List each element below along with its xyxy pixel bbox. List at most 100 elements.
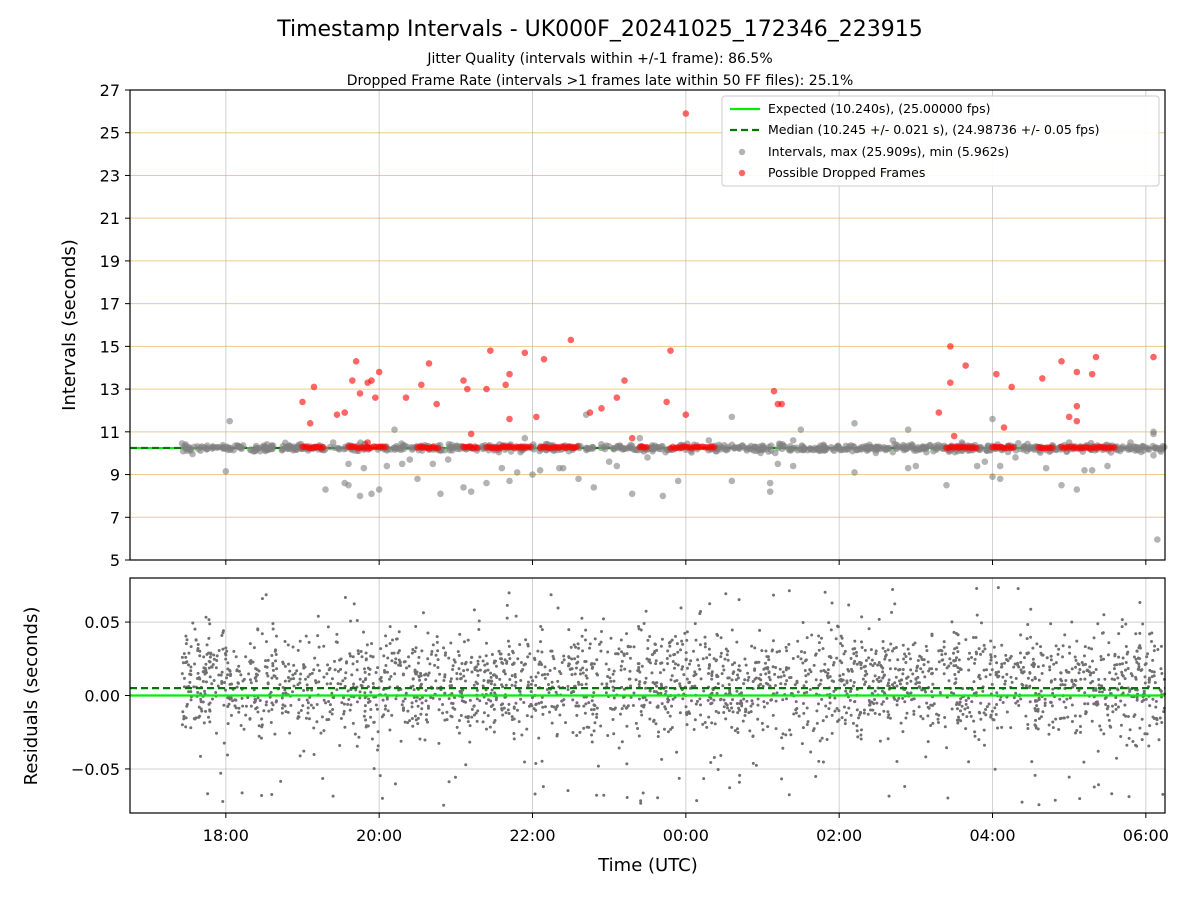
residual-point: [355, 668, 359, 672]
residual-point: [222, 741, 226, 745]
residual-point: [393, 782, 397, 786]
residual-point: [260, 794, 264, 798]
residual-point: [787, 666, 791, 670]
dropped-frame-point: [710, 443, 718, 451]
residual-point: [756, 717, 760, 721]
residual-point: [555, 732, 559, 736]
residual-point: [1003, 682, 1007, 686]
residual-point: [864, 669, 868, 673]
residual-point: [828, 696, 832, 700]
residual-point: [885, 696, 889, 700]
residual-point: [747, 675, 751, 679]
residual-point: [1004, 653, 1008, 657]
residual-point: [648, 701, 652, 705]
residual-point: [607, 667, 611, 671]
legend-intervals-swatch: [738, 148, 746, 156]
residual-point: [220, 682, 224, 686]
residual-point: [830, 713, 834, 717]
residual-point: [839, 677, 843, 681]
residual-point: [1148, 724, 1152, 728]
residual-point: [883, 657, 887, 661]
residual-point: [787, 642, 791, 646]
residual-point: [484, 701, 488, 705]
residual-point: [543, 665, 547, 669]
dropped-frame-point: [1073, 402, 1081, 410]
dropped-frame-point: [682, 110, 690, 117]
residual-point: [529, 682, 533, 686]
residual-point: [185, 704, 189, 708]
residual-point: [269, 690, 273, 694]
residual-point: [623, 667, 627, 671]
residual-point: [920, 688, 924, 692]
residual-point: [591, 712, 595, 716]
residual-point: [540, 673, 544, 677]
residual-point: [226, 753, 230, 757]
residual-point: [486, 668, 490, 672]
residual-point: [817, 759, 821, 763]
residual-point: [1083, 691, 1087, 695]
residual-point: [424, 688, 428, 692]
residual-point: [306, 706, 310, 710]
interval-point: [892, 444, 900, 452]
residual-point: [1050, 704, 1054, 708]
residual-point: [642, 622, 646, 626]
residual-point: [449, 641, 453, 645]
residual-point: [647, 658, 651, 662]
residual-point: [917, 685, 921, 689]
residual-point: [946, 796, 950, 800]
interval-point: [437, 490, 444, 498]
residual-point: [460, 691, 464, 695]
residual-point: [702, 777, 706, 781]
residual-point: [974, 691, 978, 695]
interval-point: [253, 445, 261, 453]
residual-point: [637, 625, 641, 629]
residual-point: [194, 638, 198, 642]
residual-point: [237, 706, 241, 710]
residual-point: [526, 683, 530, 687]
residual-point: [672, 653, 676, 657]
residual-point: [457, 654, 461, 658]
residual-point: [785, 649, 789, 653]
residual-point: [730, 725, 734, 729]
residual-point: [738, 702, 742, 706]
residual-point: [1104, 696, 1108, 700]
residual-point: [457, 718, 461, 722]
residual-point: [1025, 637, 1029, 641]
residual-point: [363, 709, 367, 713]
residual-point: [1116, 676, 1120, 680]
residual-point: [668, 714, 672, 718]
interval-point: [441, 446, 448, 454]
residual-point: [685, 630, 689, 634]
dropped-frame-point: [487, 347, 494, 354]
residual-point: [1143, 675, 1147, 679]
residual-point: [665, 656, 669, 660]
residual-point: [1161, 792, 1165, 796]
residual-point: [221, 647, 225, 651]
residual-point: [894, 645, 898, 649]
residual-point: [957, 702, 961, 706]
residual-point: [831, 663, 835, 667]
residual-point: [361, 680, 365, 684]
residual-point: [636, 662, 640, 666]
residual-point: [184, 634, 188, 638]
residual-point: [1070, 719, 1074, 723]
residual-point: [926, 740, 930, 744]
legend-box: [721, 95, 1160, 187]
residual-point: [267, 709, 271, 713]
residual-point: [429, 652, 433, 656]
residual-point: [325, 672, 329, 676]
residual-point: [659, 644, 663, 648]
residual-point: [1033, 773, 1037, 777]
residual-point: [622, 654, 626, 658]
residual-point: [410, 651, 414, 655]
residual-point: [1159, 667, 1163, 671]
interval-point: [636, 434, 644, 442]
residual-point: [1024, 714, 1028, 718]
residual-point: [826, 676, 830, 680]
residual-point: [225, 649, 229, 653]
x-tick-label-2: 22:00: [509, 826, 555, 845]
residual-point: [310, 671, 314, 675]
residual-point: [322, 675, 326, 679]
residual-point: [625, 652, 629, 656]
residual-point: [1120, 625, 1124, 629]
